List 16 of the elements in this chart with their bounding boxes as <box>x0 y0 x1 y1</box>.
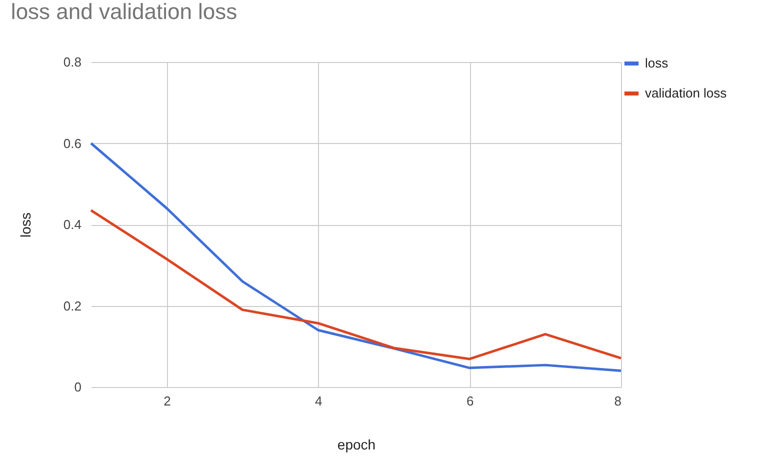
x-tick-label: 8 <box>614 394 622 408</box>
y-axis-title: loss <box>17 212 34 238</box>
x-tick-label: 2 <box>164 394 171 408</box>
line-series <box>90 209 622 360</box>
y-tick-label: 0.2 <box>63 298 82 314</box>
y-tick-label: 0 <box>74 380 82 394</box>
line-series <box>90 142 622 372</box>
y-tick-label: 0.6 <box>63 136 82 151</box>
chart-title: loss and validation loss <box>10 0 238 24</box>
x-tick-label: 6 <box>466 394 474 408</box>
legend-label: loss <box>645 56 669 70</box>
x-axis-title: epoch <box>337 436 376 452</box>
legend-label: validation loss <box>645 86 728 100</box>
y-tick-label: 0.8 <box>63 54 82 70</box>
x-tick-label: 4 <box>315 394 322 408</box>
y-tick-label: 0.4 <box>63 217 82 232</box>
